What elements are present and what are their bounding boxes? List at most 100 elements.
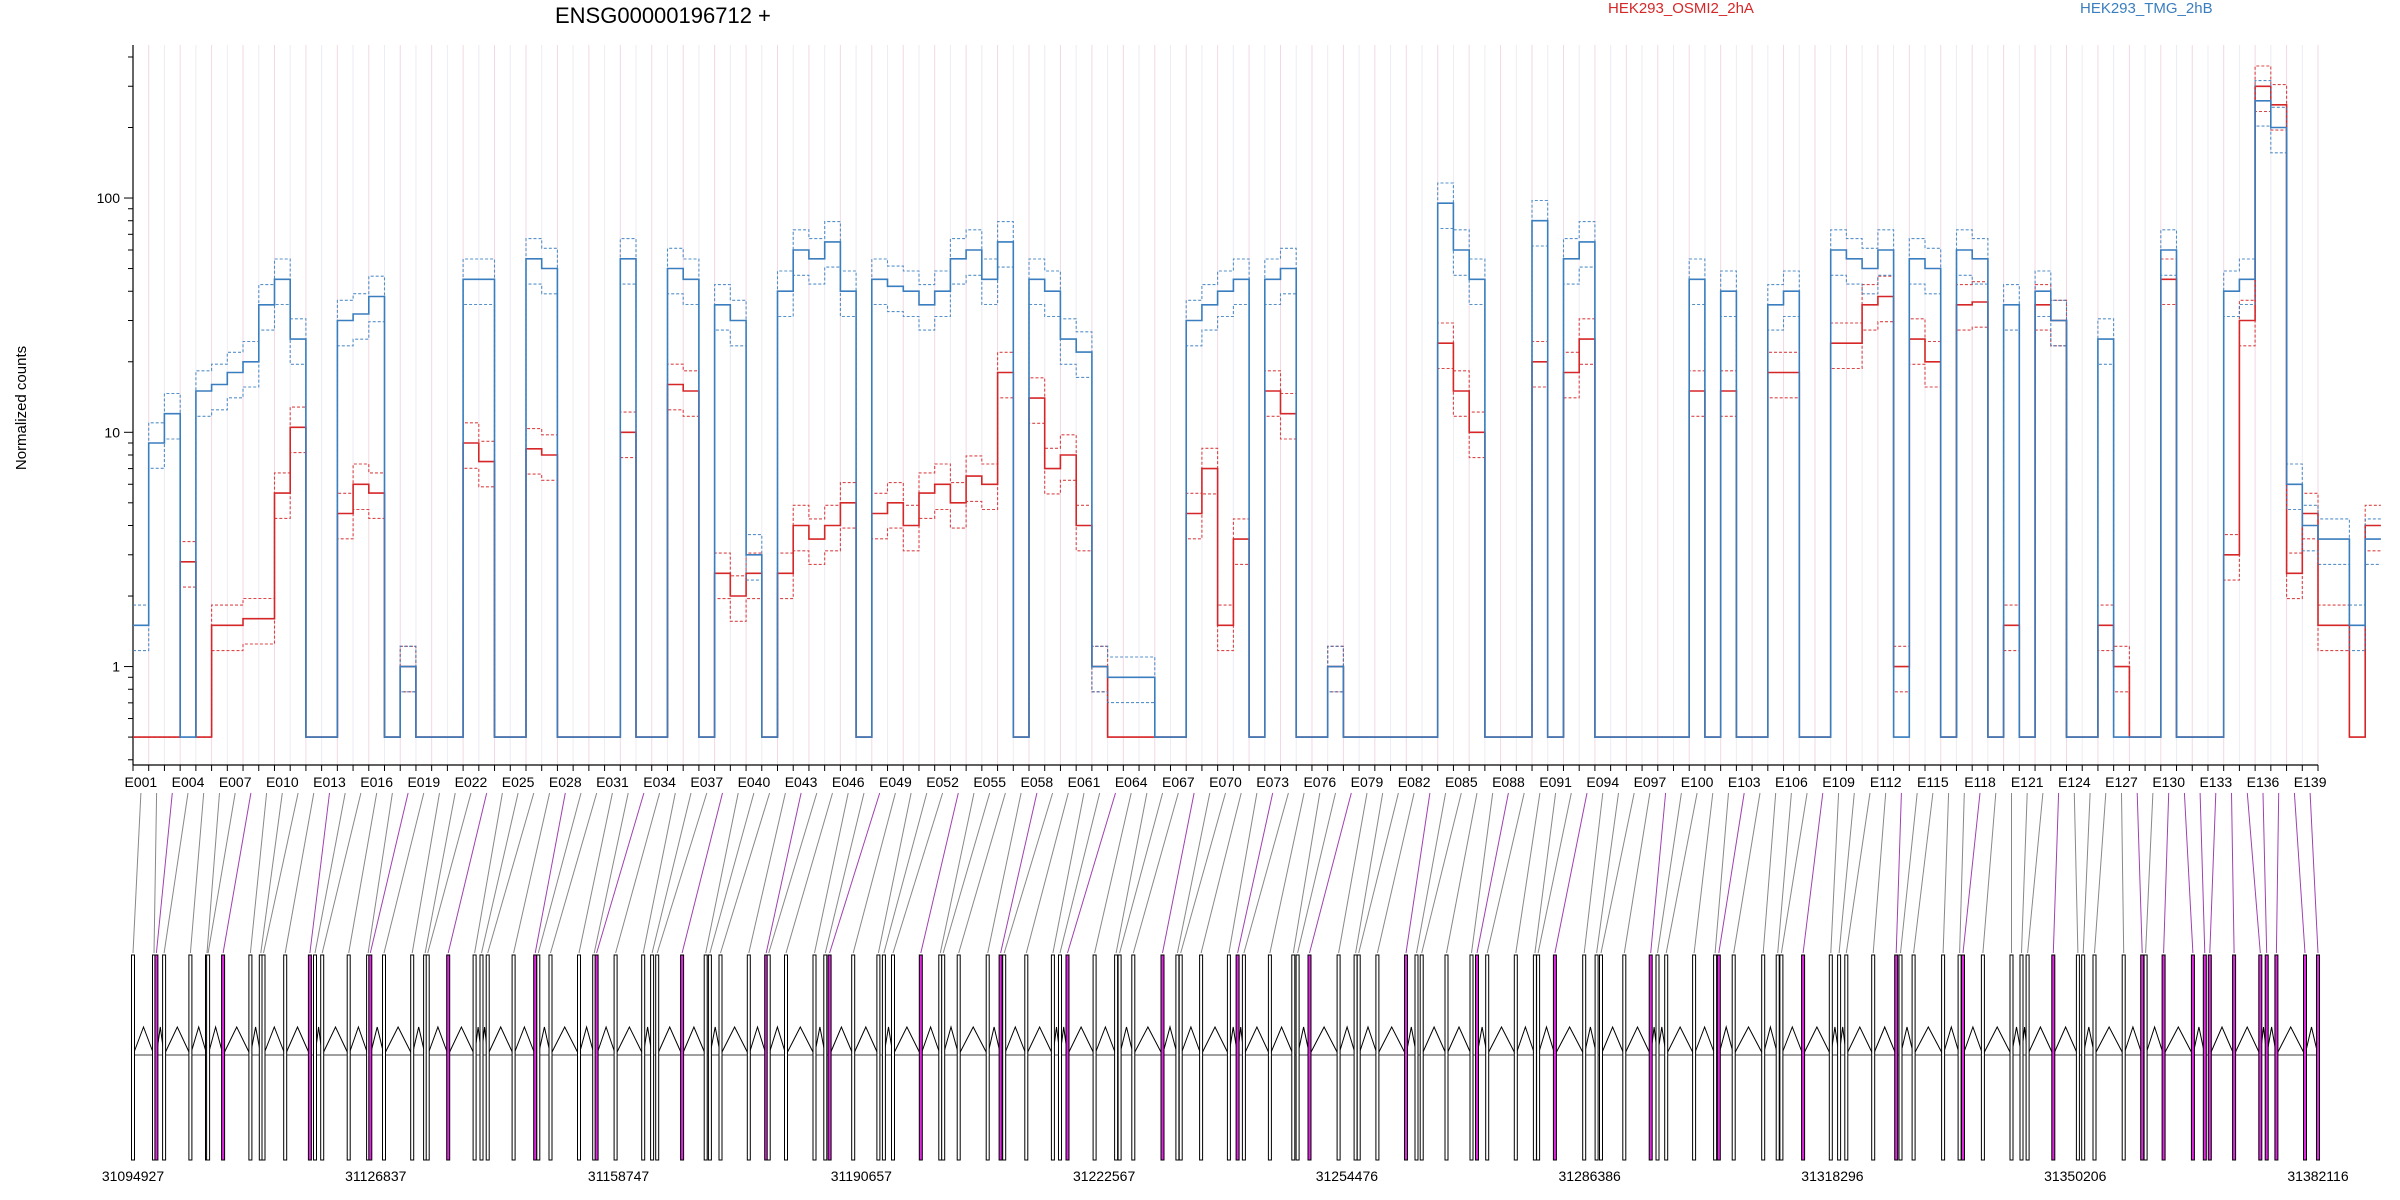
- exon-connector: [1838, 792, 1855, 954]
- intron-arc: [537, 1026, 551, 1056]
- intron-arc: [1733, 1025, 1764, 1056]
- intron-arc: [768, 1025, 787, 1056]
- exon-block: [472, 954, 477, 1161]
- exon-connector: [427, 792, 472, 954]
- exon-tick-label: E115: [1917, 774, 1949, 790]
- exon-connector: [615, 792, 661, 954]
- exon-tick-label: E058: [1021, 774, 1054, 790]
- exon-block: [1092, 954, 1097, 1161]
- exon-connector: [1115, 792, 1148, 954]
- exon-block: [1980, 954, 1985, 1161]
- exon-connector: [207, 792, 236, 954]
- exon-block: [1622, 954, 1627, 1161]
- intron-arc: [1583, 1026, 1598, 1056]
- exon-block: [1692, 954, 1697, 1161]
- exon-connector: [1895, 792, 1902, 954]
- exon-tick-label: E133: [2199, 774, 2232, 790]
- exon-connector: [1982, 792, 1997, 954]
- exon-tick-label: E052: [926, 774, 959, 790]
- exon-block: [283, 954, 288, 1161]
- exon-connector: [942, 792, 991, 954]
- exon-block: [2161, 954, 2166, 1161]
- intron-arc: [748, 1025, 767, 1056]
- exon-connector: [2231, 792, 2235, 954]
- exon-connector: [263, 792, 299, 954]
- exon-connector: [1714, 792, 1729, 954]
- intron-arc: [1554, 1025, 1585, 1056]
- exon-block: [1761, 954, 1766, 1161]
- exon-block: [2232, 954, 2237, 1161]
- exon-tick-label: E091: [1539, 774, 1572, 790]
- exon-block: [479, 954, 484, 1161]
- exon-block: [485, 954, 490, 1161]
- exon-connector: [534, 792, 566, 954]
- exon-block: [784, 954, 788, 1161]
- exon-block: [881, 954, 886, 1161]
- exon-connector: [481, 792, 519, 954]
- intron-arc: [1665, 1025, 1695, 1056]
- exon-tick-label: E094: [1586, 774, 1619, 790]
- exon-block: [812, 954, 817, 1161]
- exon-block: [707, 954, 712, 1161]
- exon-connector: [1830, 792, 1840, 954]
- exon-connector: [939, 792, 975, 954]
- exon-tick-label: E004: [172, 774, 205, 790]
- exon-connector: [1059, 792, 1101, 954]
- exon-tick-label: E127: [2105, 774, 2138, 790]
- exon-connector: [2145, 792, 2154, 954]
- intron-arc: [284, 1025, 311, 1056]
- series-line-0-rep1: [133, 110, 2381, 738]
- exon-connector: [1292, 792, 1321, 954]
- exon-block: [1336, 954, 1341, 1161]
- exon-block: [1894, 954, 1899, 1161]
- intron-arc: [1162, 1025, 1178, 1056]
- exon-connector: [2309, 792, 2319, 954]
- axes: [124, 45, 2319, 771]
- exon-connector: [748, 792, 786, 954]
- exon-block: [346, 954, 351, 1161]
- exon-tick-label: E046: [832, 774, 865, 790]
- intron-arc: [1718, 1025, 1735, 1056]
- exon-tick-label: E103: [1728, 774, 1761, 790]
- exon-block: [162, 954, 167, 1161]
- exon-block: [876, 954, 881, 1161]
- intron-arc: [189, 1025, 208, 1056]
- exon-tick-label: E049: [879, 774, 912, 790]
- intron-arc: [1309, 1025, 1340, 1056]
- exon-block: [313, 954, 317, 1161]
- exon-connector: [260, 792, 283, 954]
- intron-arc: [1762, 1025, 1779, 1056]
- exon-block: [2258, 954, 2263, 1161]
- exon-connector: [249, 792, 268, 954]
- exon-block: [1199, 954, 1204, 1161]
- exon-tick-label: E097: [1634, 774, 1667, 790]
- exon-connector: [720, 792, 771, 954]
- exon-block: [1444, 954, 1449, 1161]
- intron-arc: [2123, 1025, 2143, 1056]
- exon-connector: [1534, 792, 1557, 954]
- intron-arc: [1982, 1025, 2012, 1056]
- exon-block: [1801, 954, 1806, 1161]
- intron-arc: [1180, 1025, 1202, 1056]
- exon-block: [2207, 954, 2212, 1161]
- exon-block: [2303, 954, 2307, 1161]
- exon-block: [956, 954, 961, 1161]
- exon-block: [2264, 954, 2269, 1161]
- exon-connector: [596, 792, 645, 954]
- exon-block: [1599, 954, 1603, 1161]
- exon-block: [2009, 954, 2014, 1161]
- exon-connector: [1269, 792, 1305, 954]
- exon-block: [2140, 954, 2145, 1161]
- exon-tick-label: E013: [313, 774, 346, 790]
- exon-connector: [1243, 792, 1289, 954]
- exon-connector: [383, 792, 425, 954]
- intron-arc: [132, 1025, 155, 1056]
- exon-connector: [883, 792, 928, 954]
- exon-block: [536, 954, 541, 1161]
- exon-block: [382, 954, 386, 1161]
- intron-arc: [447, 1025, 476, 1056]
- exon-block: [851, 954, 856, 1161]
- intron-arc: [1537, 1025, 1556, 1056]
- exon-connector: [1119, 792, 1164, 954]
